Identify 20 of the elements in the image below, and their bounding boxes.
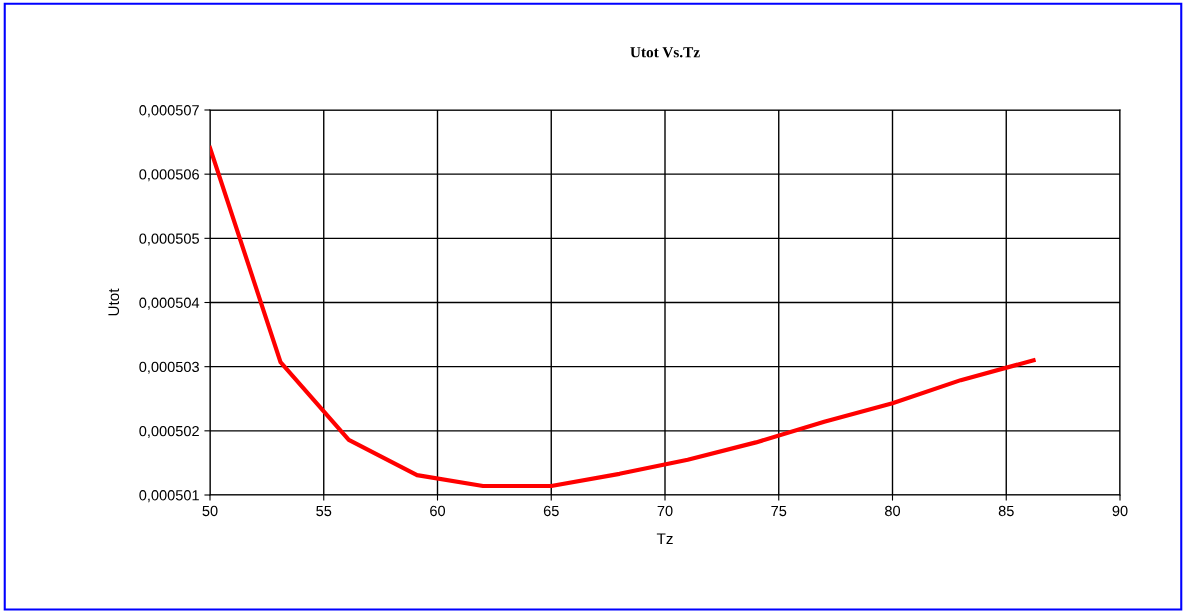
x-axis-title: Tz [656, 533, 673, 544]
y-tick-label: 0,000504 [139, 297, 200, 310]
x-tick-label: 90 [1112, 505, 1128, 517]
chart-title: Utot Vs.Tz [630, 47, 700, 58]
line-series [210, 145, 1036, 489]
x-tick-label: 55 [316, 505, 332, 517]
y-tick-label: 0,000506 [139, 169, 199, 182]
x-tick-label: 60 [430, 505, 446, 517]
y-tick-label: 0,000503 [139, 361, 199, 374]
x-tick-label: 65 [543, 505, 559, 517]
x-tick-label: 75 [771, 505, 787, 517]
x-tick-label: 50 [202, 505, 218, 517]
y-tick-label: 0,000505 [139, 233, 199, 246]
x-tick-label: 70 [657, 505, 673, 517]
y-tick-label: 0,000507 [139, 105, 199, 118]
x-tick-label: 85 [998, 505, 1014, 517]
y-tick-label: 0,000501 [139, 490, 199, 503]
x-tick-label: 80 [885, 505, 901, 517]
y-axis-title: Utot [108, 288, 120, 316]
y-tick-label: 0,000502 [139, 425, 199, 438]
